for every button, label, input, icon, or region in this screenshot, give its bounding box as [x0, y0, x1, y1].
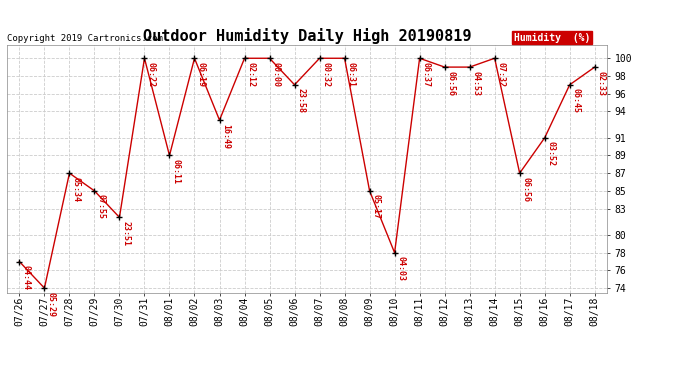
Text: 05:34: 05:34 — [72, 177, 81, 202]
Text: Humidity  (%): Humidity (%) — [514, 33, 591, 42]
Text: Copyright 2019 Cartronics.com: Copyright 2019 Cartronics.com — [7, 33, 163, 42]
Text: 07:32: 07:32 — [497, 62, 506, 87]
Text: 23:58: 23:58 — [297, 88, 306, 113]
Text: 16:49: 16:49 — [221, 124, 230, 148]
Text: 04:44: 04:44 — [21, 265, 30, 290]
Text: 06:19: 06:19 — [197, 62, 206, 87]
Text: 05:29: 05:29 — [46, 292, 55, 316]
Text: 00:32: 00:32 — [322, 62, 331, 87]
Text: 04:03: 04:03 — [397, 256, 406, 281]
Text: 06:31: 06:31 — [346, 62, 355, 87]
Text: 23:51: 23:51 — [121, 221, 130, 246]
Text: 02:12: 02:12 — [246, 62, 255, 87]
Text: 07:55: 07:55 — [97, 194, 106, 219]
Text: 05:17: 05:17 — [372, 194, 381, 219]
Text: 00:00: 00:00 — [272, 62, 281, 87]
Text: 02:33: 02:33 — [597, 70, 606, 96]
Text: 04:53: 04:53 — [472, 70, 481, 96]
Text: 06:45: 06:45 — [572, 88, 581, 113]
Text: 06:56: 06:56 — [522, 177, 531, 202]
Title: Outdoor Humidity Daily High 20190819: Outdoor Humidity Daily High 20190819 — [143, 28, 471, 44]
Text: 06:22: 06:22 — [146, 62, 155, 87]
Text: 06:56: 06:56 — [446, 70, 455, 96]
Text: 06:11: 06:11 — [172, 159, 181, 184]
Text: 03:52: 03:52 — [546, 141, 555, 166]
Text: 06:37: 06:37 — [422, 62, 431, 87]
